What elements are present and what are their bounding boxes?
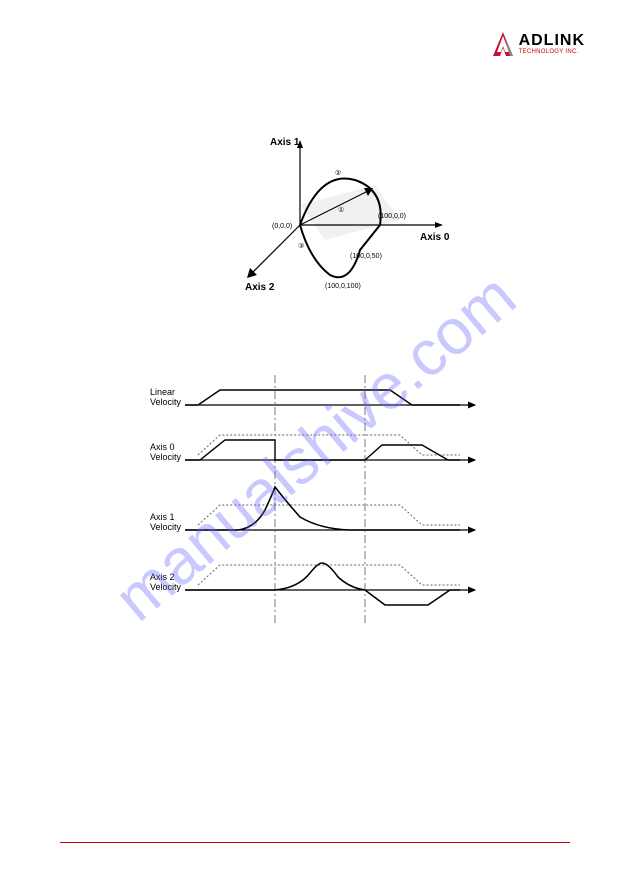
axis-2-line (250, 225, 300, 275)
row2-trace (185, 440, 460, 460)
marker-3: ③ (298, 242, 304, 250)
axis-0-arrow (435, 222, 443, 228)
row3-label-top: Axis 1 (150, 512, 175, 522)
axis-0-label: Axis 0 (420, 232, 450, 243)
row2-label-bot: Velocity (150, 452, 182, 462)
row2-label-top: Axis 0 (150, 442, 175, 452)
row1-label-bot: Velocity (150, 397, 182, 407)
timing-diagram: Linear Velocity Axis 0 Velocity Axis 1 V… (150, 360, 490, 640)
row3-trace (185, 487, 460, 530)
marker-2: ② (335, 169, 341, 177)
logo-triangle-icon (491, 30, 515, 58)
coord-100-0-50: (100,0,50) (350, 253, 382, 260)
row1-trace (185, 390, 460, 405)
coord-origin: (0,0,0) (272, 223, 292, 230)
logo-text: ADLINK TECHNOLOGY INC. (519, 33, 585, 55)
coord-100-0-0: (100,0,0) (378, 213, 406, 220)
row3-dotted (198, 505, 460, 525)
row4-trace-dip (365, 590, 460, 605)
marker-1: ① (338, 206, 344, 214)
logo-sub-text: TECHNOLOGY INC. (519, 49, 585, 55)
row3-label-bot: Velocity (150, 522, 182, 532)
coord-100-0-100: (100,0,100) (325, 283, 361, 290)
3d-axes-diagram: Axis 1 Axis 0 Axis 2 (0,0,0) (100,0,0) (… (220, 130, 480, 310)
axis-2-label: Axis 2 (245, 282, 275, 293)
row4-dotted (198, 565, 460, 585)
row1-label-top: Linear (150, 387, 175, 397)
adlink-logo: ADLINK TECHNOLOGY INC. (491, 30, 585, 58)
row4-label-top: Axis 2 (150, 572, 175, 582)
logo-main-text: ADLINK (519, 33, 585, 49)
row4-label-bot: Velocity (150, 582, 182, 592)
axis-1-label: Axis 1 (270, 137, 300, 148)
footer-rule (60, 842, 570, 843)
